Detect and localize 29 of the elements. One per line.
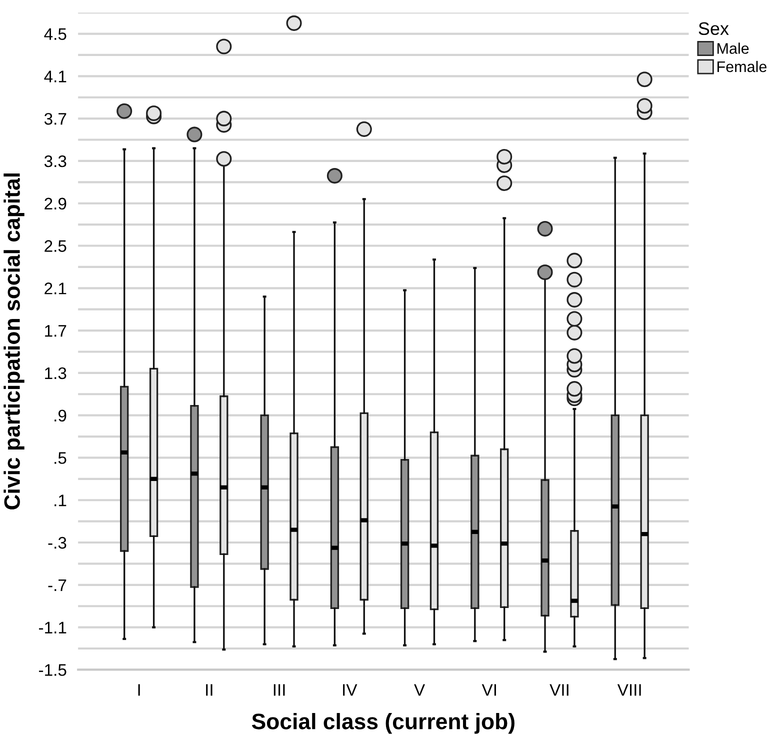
y-tick-label: .9 (54, 410, 66, 422)
x-tick-label: V (414, 684, 425, 696)
y-tick-label: 3.3 (44, 155, 66, 168)
x-tick-label: VI (482, 684, 496, 696)
y-tick-label: 2.5 (44, 240, 66, 252)
y-tick-label: 3.7 (44, 112, 66, 125)
legend-label: Female (717, 60, 767, 72)
x-axis-title: Social class (current job) (252, 713, 514, 734)
x-tick-label: II (206, 684, 212, 696)
x-tick-label: I (138, 684, 140, 696)
x-tick-label: VIII (617, 684, 641, 696)
y-axis-title: Civic participation social capital (4, 174, 24, 510)
x-tick-label: VII (550, 684, 568, 696)
y-tick-label: 2.1 (44, 282, 66, 294)
y-tick-label: -1.1 (38, 622, 66, 634)
legend-title: Sex (698, 22, 729, 36)
y-tick-label: -.7 (48, 579, 66, 591)
x-tick-label: III (274, 684, 285, 696)
y-tick-label: 1.3 (45, 367, 66, 380)
y-tick-label: 1.7 (45, 325, 66, 337)
y-tick-label: .1 (54, 494, 66, 506)
y-tick-label: .5 (54, 452, 66, 464)
x-tick-label: IV (343, 684, 358, 696)
y-tick-label: -1.5 (38, 664, 66, 676)
y-tick-label: -.3 (48, 536, 66, 549)
legend-label: Male (717, 42, 749, 54)
y-tick-label: 2.9 (44, 198, 66, 210)
y-tick-label: 4.1 (44, 70, 66, 82)
y-tick-label: 4.5 (44, 28, 66, 40)
